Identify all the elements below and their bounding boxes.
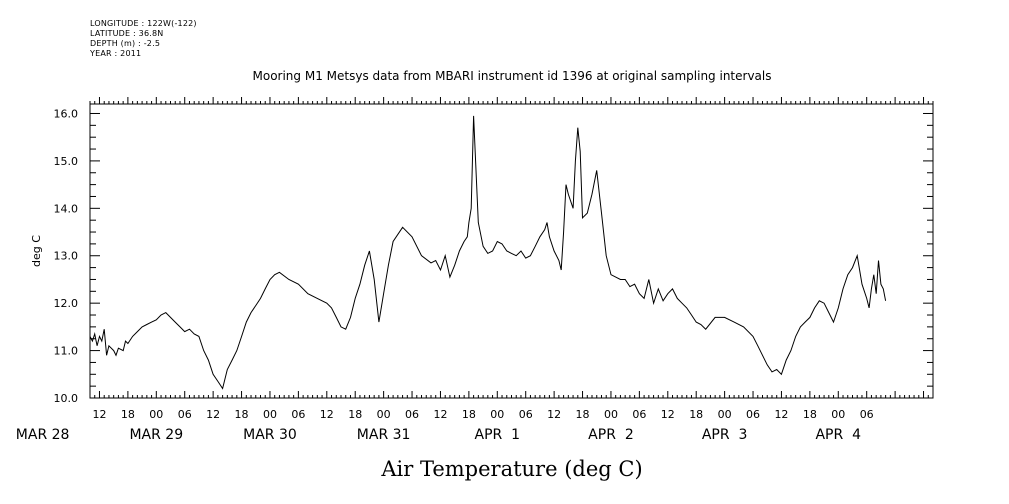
x-tick-label: 06	[632, 408, 646, 421]
y-tick-labels: 10.0 11.0 12.0 13.0 14.0 15.0 16.0	[54, 107, 79, 405]
x-tick-label: 06	[291, 408, 305, 421]
x-date-label: APR 1	[475, 427, 521, 443]
x-tick-label: 12	[774, 408, 788, 421]
year-label: YEAR : 2011	[90, 49, 142, 58]
axis-ticks	[89, 97, 934, 399]
y-tick-label: 16.0	[54, 107, 79, 120]
x-date-label: APR 2	[588, 427, 634, 443]
x-tick-labels: 12 18 00 06 12 18 00 06 12 18 00 06 12 18 00 06 12 18 00 06…	[92, 408, 873, 421]
x-axis-label: Air Temperature (deg C)	[380, 457, 642, 481]
x-tick-label: 00	[377, 408, 391, 421]
x-tick-label: 12	[433, 408, 447, 421]
x-tick-label: 06	[178, 408, 192, 421]
x-tick-label: 12	[661, 408, 675, 421]
x-tick-label: 06	[860, 408, 874, 421]
y-tick-label: 12.0	[54, 297, 79, 310]
metadata-block: LONGITUDE : 122W(-122) LATITUDE : 36.8N …	[90, 19, 197, 59]
x-tick-label: 18	[348, 408, 362, 421]
x-tick-label: 18	[462, 408, 476, 421]
x-tick-label: 18	[121, 408, 135, 421]
x-tick-label: 18	[803, 408, 817, 421]
y-tick-label: 13.0	[54, 250, 79, 263]
x-tick-label: 00	[149, 408, 163, 421]
x-tick-label: 18	[576, 408, 590, 421]
y-tick-label: 14.0	[54, 202, 79, 215]
x-date-label: MAR 28	[16, 427, 70, 443]
x-date-label: APR 3	[702, 427, 748, 443]
x-tick-label: 12	[320, 408, 334, 421]
y-tick-label: 10.0	[54, 392, 79, 405]
x-tick-label: 12	[547, 408, 561, 421]
x-tick-label: 12	[92, 408, 106, 421]
x-date-label: APR 4	[815, 427, 861, 443]
longitude-label: LONGITUDE : 122W(-122)	[90, 19, 197, 28]
x-tick-label: 00	[718, 408, 732, 421]
x-date-label: MAR 30	[243, 427, 297, 443]
x-tick-label: 18	[235, 408, 249, 421]
x-tick-label: 06	[405, 408, 419, 421]
x-tick-label: 06	[746, 408, 760, 421]
y-axis-label: deg C	[30, 235, 43, 267]
x-tick-label: 18	[689, 408, 703, 421]
x-date-labels: MAR 28 MAR 29 MAR 30 MAR 31 APR 1 APR 2 APR 3 A…	[16, 427, 861, 443]
x-tick-label: 00	[490, 408, 504, 421]
y-tick-label: 15.0	[54, 155, 79, 168]
chart-title: Mooring M1 Metsys data from MBARI instru…	[253, 69, 772, 83]
x-tick-label: 12	[206, 408, 220, 421]
x-tick-label: 00	[604, 408, 618, 421]
x-date-label: MAR 29	[129, 427, 183, 443]
plot-frame	[89, 103, 934, 399]
x-tick-label: 00	[831, 408, 845, 421]
y-tick-label: 11.0	[54, 345, 79, 358]
x-date-label: MAR 31	[357, 427, 411, 443]
x-tick-label: 06	[519, 408, 533, 421]
series-line	[89, 115, 887, 390]
x-tick-label: 00	[263, 408, 277, 421]
depth-label: DEPTH (m) : -2.5	[90, 39, 161, 48]
latitude-label: LATITUDE : 36.8N	[90, 29, 164, 38]
